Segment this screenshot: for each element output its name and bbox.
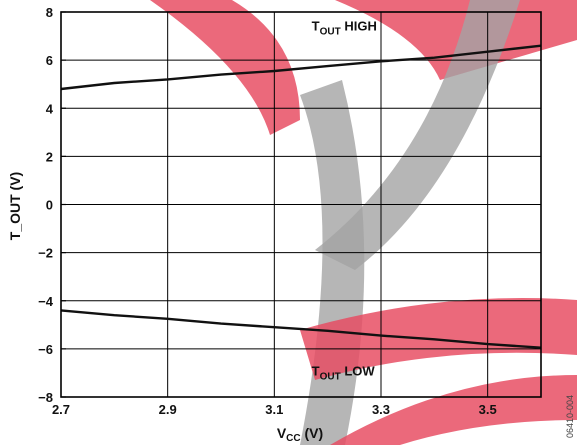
x-tick-label: 3.3 <box>372 402 390 417</box>
x-tick-label: 3.5 <box>479 402 497 417</box>
x-tick-labels: 2.7 2.9 3.1 3.3 3.5 <box>52 402 497 417</box>
y-tick-label: 0 <box>46 198 53 213</box>
y-tick-label: −4 <box>38 294 54 309</box>
x-axis-title: VCC (V) <box>277 425 323 444</box>
x-tick-label: 3.1 <box>265 402 283 417</box>
x-tick-label: 2.7 <box>52 402 70 417</box>
figure-code: 06410-004 <box>565 395 575 438</box>
y-tick-label: 8 <box>46 5 53 20</box>
annotation-t-out-high: TOUT HIGH <box>312 18 377 37</box>
y-axis-title: T_OUT (V) <box>7 172 23 240</box>
y-tick-label: 2 <box>46 149 53 164</box>
series-line-t-out-high <box>60 44 542 91</box>
annotation-t-out-low: TOUT LOW <box>312 363 376 382</box>
series-line-t-out-low <box>60 309 542 349</box>
y-tick-label: −2 <box>38 246 53 261</box>
plot-frame <box>60 11 542 398</box>
series-annotations: TOUT HIGH TOUT LOW <box>312 18 377 382</box>
y-tick-labels: 8 6 4 2 0 −2 −4 −6 −8 <box>38 5 54 405</box>
y-tick-label: 6 <box>46 53 53 68</box>
y-tick-label: 4 <box>46 101 54 116</box>
y-tick-label: −8 <box>38 390 53 405</box>
y-tick-label: −6 <box>38 342 53 357</box>
grid-lines <box>60 11 541 398</box>
series-lines <box>60 44 542 349</box>
x-tick-label: 2.9 <box>159 402 177 417</box>
